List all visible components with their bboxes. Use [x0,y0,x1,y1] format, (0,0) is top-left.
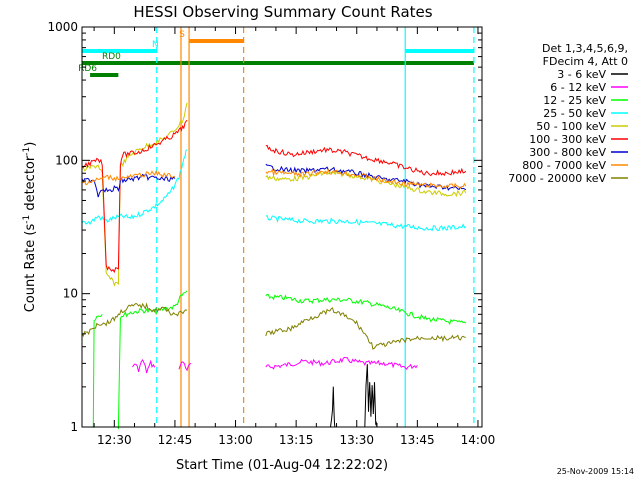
series-line-3-6-kev [330,386,336,428]
chart-title: HESSI Observing Summary Count Rates [133,3,432,21]
series-line-6-12-kev [265,356,418,371]
series-line-100-300-kev [265,144,467,177]
y-label-part: detector [23,155,38,215]
flag-label-s: S [179,30,185,40]
y-label-part: ) [23,142,38,147]
x-tick-label: 12:45 [158,433,193,447]
plot-frame [81,26,483,428]
legend-entry-label: 800 - 7000 keV [522,159,606,172]
y-label-superscript: -1 [22,147,32,156]
series-line-50-100-kev [265,170,467,198]
y-tick-label: 100 [55,153,78,167]
flag-bars: N S RD0 RD6 [78,30,474,77]
legend-entry-label: 50 - 100 keV [536,120,606,133]
x-axis-label: Start Time (01-Aug-04 12:22:02) [176,458,388,473]
legend-entry-label: 12 - 25 keV [543,94,606,107]
y-axis-label: Count Rate (s-1 detector-1) [22,142,38,313]
series-line-3-6-kev [364,364,378,428]
footer-date: 25-Nov-2009 15:14 [557,467,634,476]
series-line-300-800-kev [81,173,176,198]
legend-entry-label: 100 - 300 keV [529,133,606,146]
series-line-100-300-kev [81,119,188,274]
vertical-markers [156,27,475,427]
series-line-12-25-kev [92,314,103,428]
series-line-7000-20000-kev [265,307,466,350]
y-label-superscript: -1 [22,215,32,224]
x-axis-ticks: 12:30 12:45 13:00 13:15 13:30 13:45 14:00 [93,27,496,447]
y-axis-ticks: 1 10 100 1000 [47,20,482,434]
legend-entry-label: 300 - 800 keV [529,146,606,159]
series-line-6-12-kev [178,361,192,372]
y-tick-label: 10 [63,287,78,301]
legend-header: Det 1,3,4,5,6,9, [542,42,628,55]
series-line-25-50-kev [265,214,467,232]
series-line-7000-20000-kev [81,302,188,338]
y-tick-label: 1 [70,420,78,434]
legend-entry-label: 6 - 12 keV [550,81,606,94]
series-lines [81,102,467,430]
flag-label-rd0: RD0 [102,52,121,62]
series-line-12-25-kev [265,293,467,326]
x-tick-label: 13:15 [279,433,314,447]
series-line-300-800-kev [265,163,467,191]
x-tick-label: 12:30 [97,433,132,447]
flag-label-rd6: RD6 [78,64,97,74]
x-tick-label: 13:30 [339,433,374,447]
legend: Det 1,3,4,5,6,9,FDecim 4, Att 03 - 6 keV… [508,42,628,185]
x-tick-label: 13:45 [400,433,435,447]
series-line-12-25-kev [117,290,188,430]
series-line-6-12-kev [132,358,156,374]
legend-entry-label: 25 - 50 keV [543,107,606,120]
x-tick-label: 13:00 [218,433,253,447]
legend-entry-label: 7000 - 20000 keV [508,172,606,185]
y-label-part: Count Rate (s [23,224,38,313]
flag-label-n: N [152,40,159,50]
y-tick-label: 1000 [47,20,78,34]
series-line-25-50-kev [81,149,188,225]
series-line-800-7000-kev [265,168,467,190]
series-line-800-7000-kev [81,169,176,186]
legend-entry-label: 3 - 6 keV [557,68,606,81]
x-tick-label: 14:00 [461,433,496,447]
legend-header: FDecim 4, Att 0 [543,55,628,68]
